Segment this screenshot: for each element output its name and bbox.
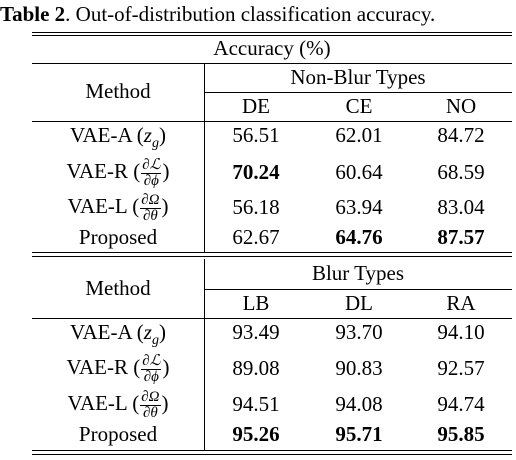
section1-method-header: Method (85, 79, 151, 103)
section2-group-header: Blur Types (311, 261, 405, 285)
section1-header-rule (32, 121, 512, 122)
section1-row2-val1: 70.24 (232, 160, 280, 184)
section1-row1-val1: 56.51 (232, 123, 280, 147)
section1-row2-val3: 68.59 (437, 160, 485, 184)
section2-group-rule (204, 289, 512, 290)
section1-row3-method: VAE-L (∂Ω ∂θ) (67, 191, 169, 224)
super-header-rule (32, 63, 512, 64)
section2-row4-val1: 95.26 (232, 422, 280, 446)
section2-col-3: RA (446, 291, 476, 315)
table-caption: Table 2. Out-of-distribution classificat… (0, 0, 516, 28)
section1-col-2: CE (345, 94, 373, 118)
super-header: Accuracy (%) (213, 36, 331, 60)
section1-row4-val3: 87.57 (437, 225, 485, 249)
section2-row1-val2: 93.70 (335, 320, 383, 344)
section2-row2-val3: 92.57 (437, 356, 485, 380)
section1-row4-val1: 62.67 (232, 225, 280, 249)
section2-row2-val2: 90.83 (335, 356, 383, 380)
section1-row2-method: VAE-R (∂ℒ ∂ϕ) (66, 156, 170, 189)
caption-label: Table 2 (0, 2, 66, 26)
section1-col-1: DE (242, 94, 270, 118)
section2-col-2: DL (345, 291, 373, 315)
section1-row4-val2: 64.76 (335, 225, 383, 249)
section2-row3-val2: 94.08 (335, 392, 383, 416)
section1-group-header: Non-Blur Types (290, 65, 426, 89)
section2-col-1: LB (242, 291, 270, 315)
section-separator-rule-2 (32, 256, 512, 257)
bottom-rule-2 (32, 454, 512, 455)
section1-row2-val2: 60.64 (335, 160, 383, 184)
section1-group-rule (204, 92, 512, 93)
section2-header-rule (32, 318, 512, 319)
accuracy-table: Accuracy (%) Method Non-Blur Types DE CE… (32, 32, 512, 460)
caption-text: . Out-of-distribution classification acc… (65, 2, 436, 26)
section2-row2-method: VAE-R (∂ℒ ∂ϕ) (66, 352, 170, 385)
section2-row1-val1: 93.49 (232, 320, 280, 344)
section2-vertical-divider (204, 259, 205, 450)
top-rule-1 (32, 32, 512, 33)
section1-row1-val2: 62.01 (335, 123, 383, 147)
section1-row3-val3: 83.04 (437, 195, 485, 219)
section1-row1-method: VAE-A (zg) (70, 123, 166, 152)
section1-row3-val2: 63.94 (335, 195, 383, 219)
bottom-rule-1 (32, 450, 512, 451)
section2-row3-val3: 94.74 (437, 392, 485, 416)
section2-method-header: Method (85, 276, 151, 300)
section1-vertical-divider (204, 63, 205, 252)
section2-row4-val3: 95.85 (437, 422, 485, 446)
section2-row1-method: VAE-A (zg) (70, 320, 166, 349)
section2-row4-method: Proposed (78, 422, 158, 446)
section1-row1-val3: 84.72 (437, 123, 485, 147)
section-separator-rule-1 (32, 252, 512, 253)
section1-row3-val1: 56.18 (232, 195, 280, 219)
section1-row4-method: Proposed (78, 225, 158, 249)
section2-row3-method: VAE-L (∂Ω ∂θ) (67, 388, 169, 421)
section2-row2-val1: 89.08 (232, 356, 280, 380)
section2-row3-val1: 94.51 (232, 392, 280, 416)
section2-row4-val2: 95.71 (335, 422, 383, 446)
section2-row1-val3: 94.10 (437, 320, 485, 344)
top-rule-2 (32, 35, 512, 36)
section1-col-3: NO (445, 94, 477, 118)
